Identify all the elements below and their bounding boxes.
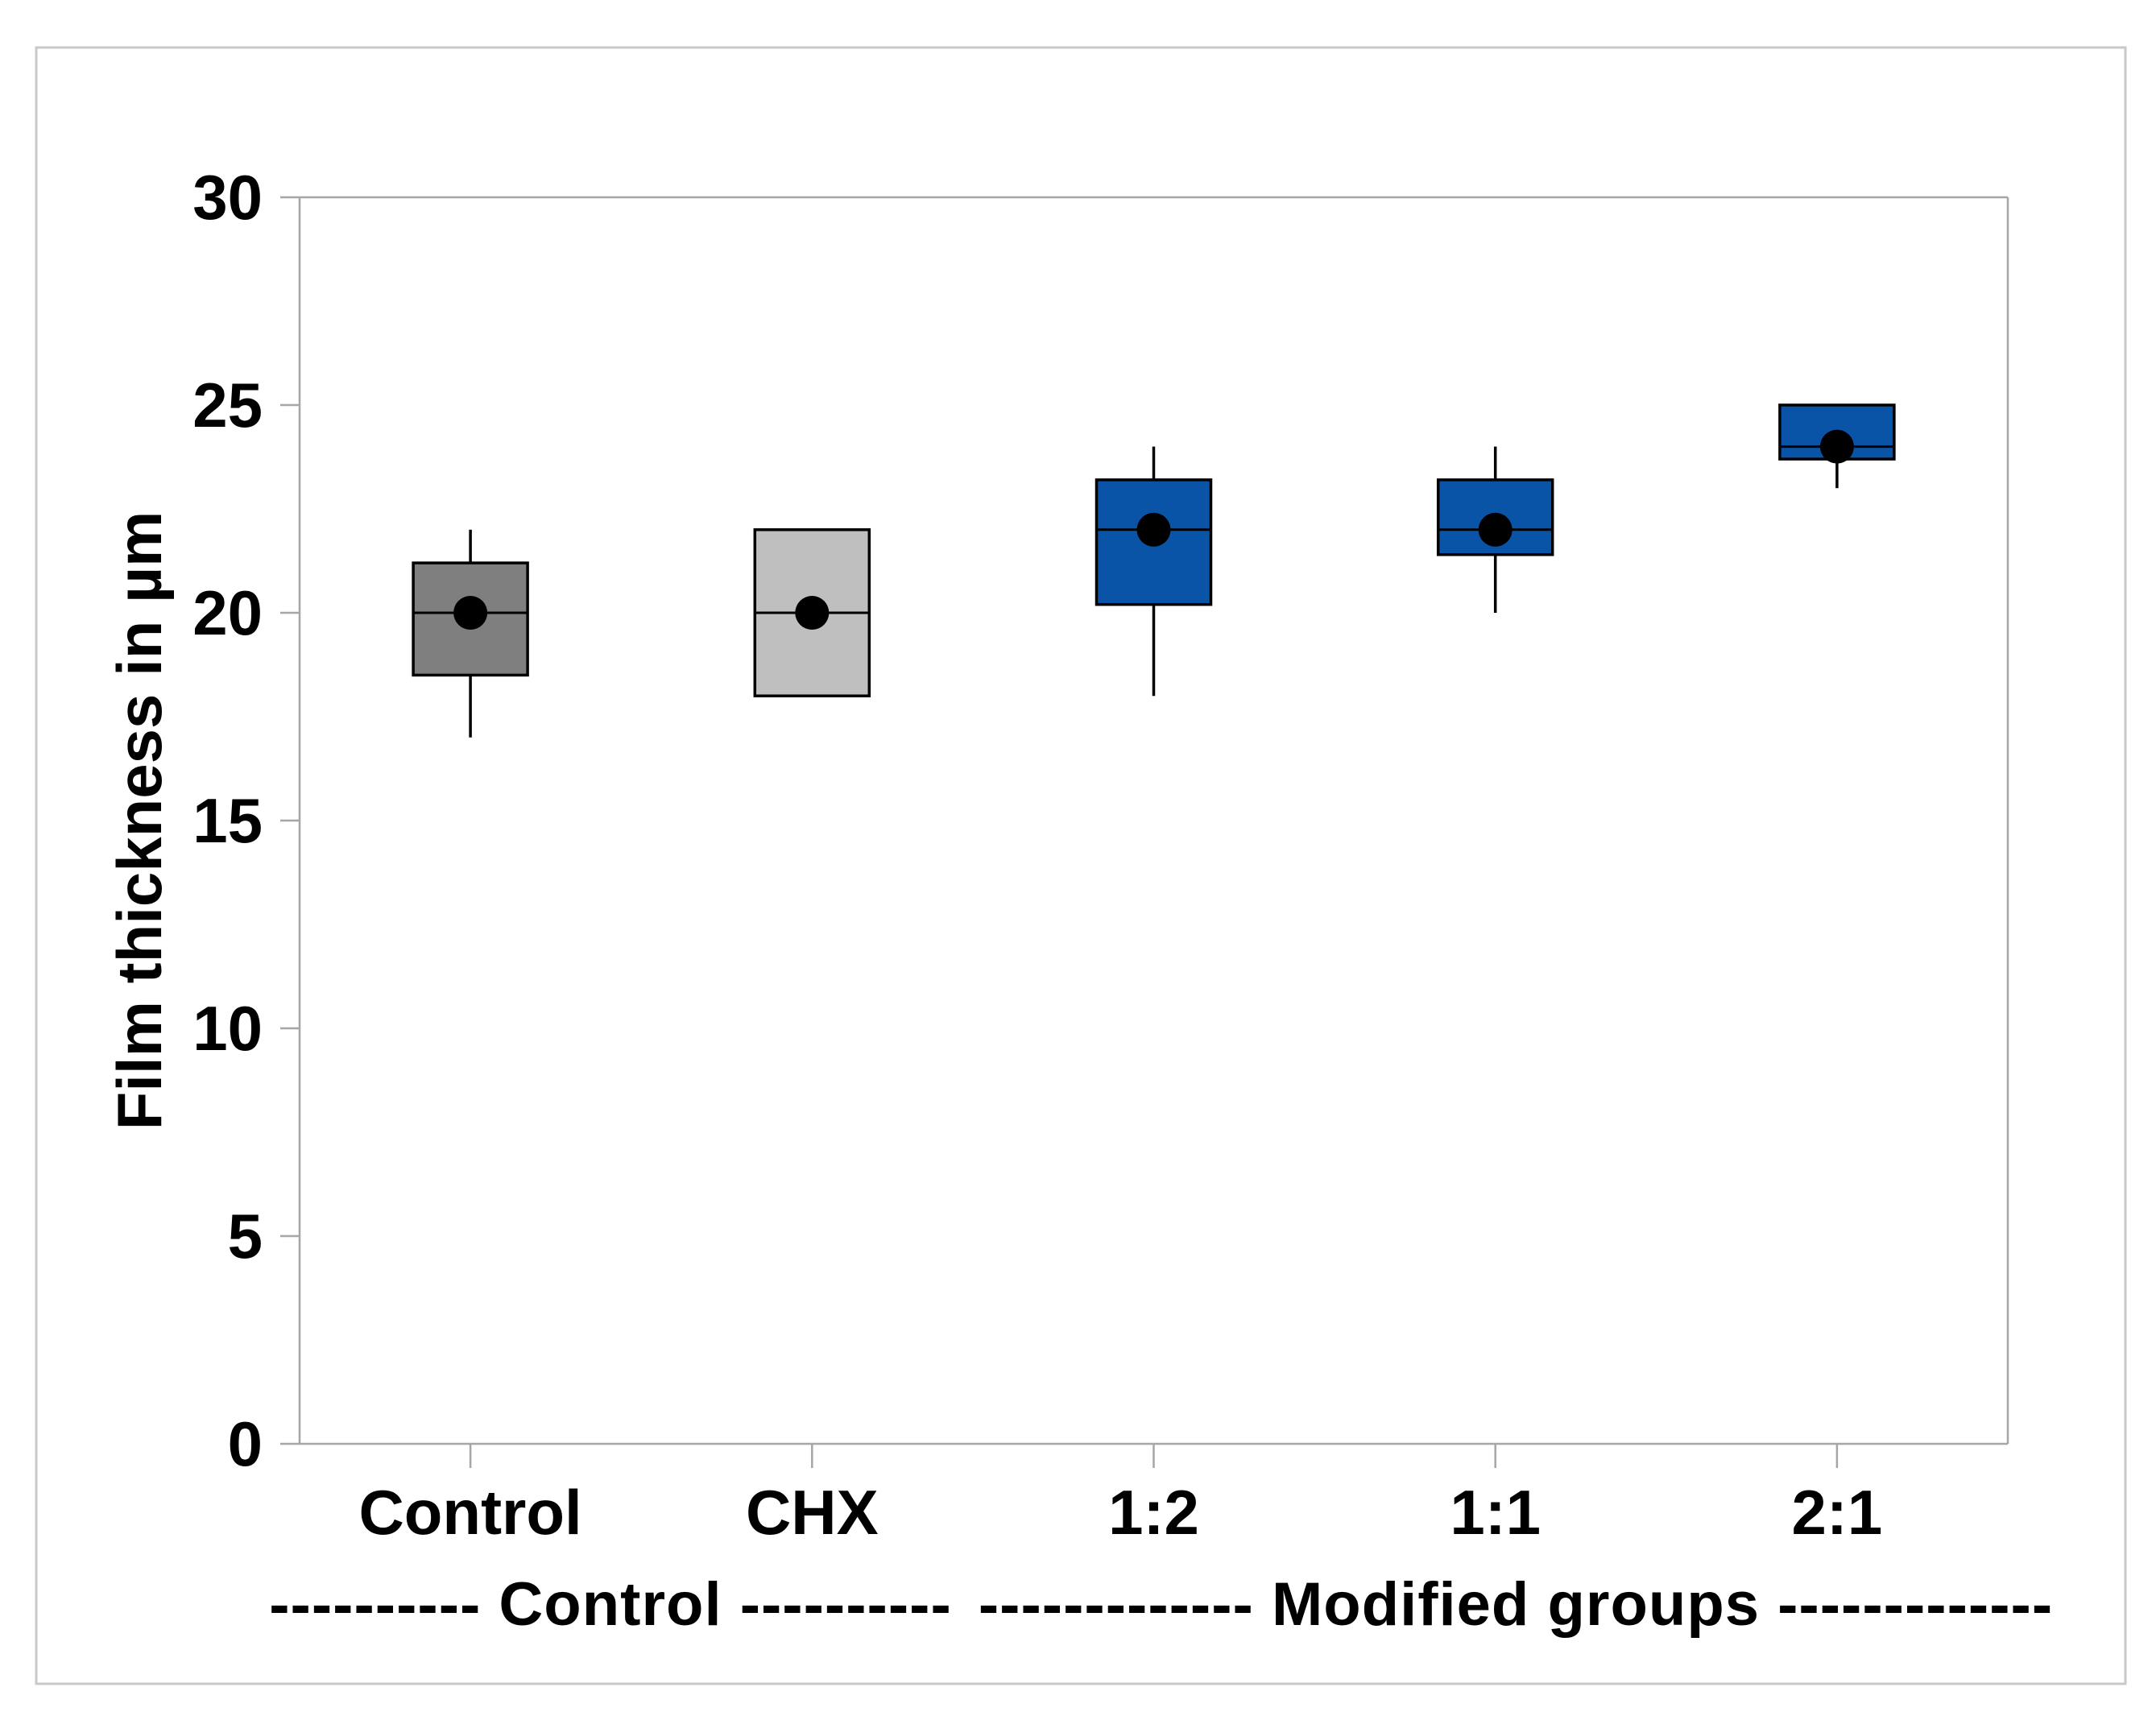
x-tick-label: CHX bbox=[746, 1477, 879, 1548]
figure-border bbox=[35, 46, 2127, 1685]
group-annotation-modified: ------------- Modified groups ----------… bbox=[979, 1570, 2053, 1639]
y-tick-label: 25 bbox=[192, 370, 263, 440]
y-tick-label: 10 bbox=[192, 993, 263, 1064]
plot-area: 0 5 10 15 20 25 30 Control CHX 1:2 1:1 2:1 bbox=[192, 162, 2009, 1548]
y-tick-label: 0 bbox=[228, 1408, 263, 1479]
mean-dot bbox=[795, 596, 830, 630]
x-tick-label: 1:1 bbox=[1450, 1477, 1541, 1548]
y-tick-label: 5 bbox=[228, 1201, 263, 1271]
y-axis-title: Film thickness in µm bbox=[104, 511, 175, 1131]
x-tick-label: Control bbox=[358, 1477, 581, 1548]
mean-dot bbox=[453, 596, 488, 630]
y-tick-label: 30 bbox=[192, 162, 263, 233]
y-tick-label: 15 bbox=[192, 785, 263, 856]
mean-dot bbox=[1136, 512, 1171, 547]
y-tick-label: 20 bbox=[192, 577, 263, 648]
x-tick-label: 1:2 bbox=[1108, 1477, 1199, 1548]
mean-dot bbox=[1478, 512, 1513, 547]
mean-dot bbox=[1819, 429, 1854, 464]
group-annotation-control: ---------- Control ---------- bbox=[269, 1570, 952, 1639]
x-tick-label: 2:1 bbox=[1792, 1477, 1883, 1548]
